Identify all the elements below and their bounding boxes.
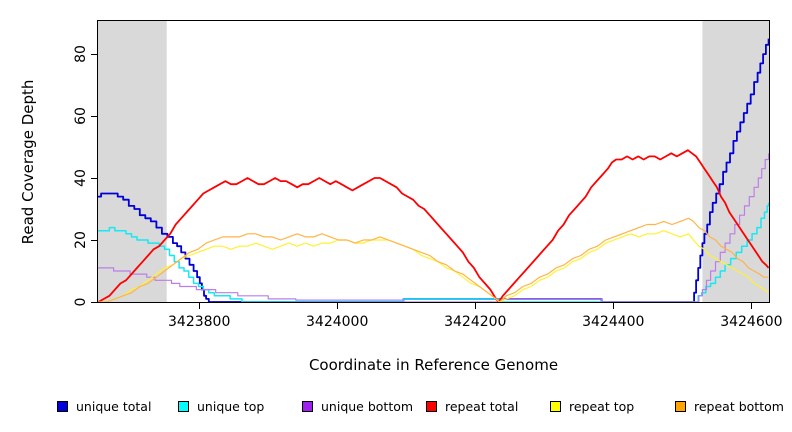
plot-area bbox=[97, 20, 770, 303]
legend-item-repeat-bottom: repeat bottom bbox=[675, 398, 784, 414]
x-tick-mark bbox=[475, 303, 477, 309]
series-line-unique-total bbox=[97, 38, 770, 303]
legend-label-repeat-total: repeat total bbox=[445, 398, 519, 414]
legend-item-unique-total: unique total bbox=[57, 398, 152, 414]
y-axis-title: Read Coverage Depth bbox=[19, 79, 37, 245]
y-tick-label: 60 bbox=[73, 107, 89, 126]
legend-item-unique-top: unique top bbox=[178, 398, 265, 414]
x-tick-label: 3423800 bbox=[168, 314, 231, 330]
legend-swatch-unique-bottom bbox=[302, 400, 313, 412]
series-line-unique-bottom bbox=[97, 153, 770, 303]
y-tick-label: 80 bbox=[73, 45, 89, 64]
series-line-repeat-bottom bbox=[98, 217, 769, 303]
legend-item-repeat-top: repeat top bbox=[550, 398, 635, 414]
shaded-region bbox=[702, 20, 770, 303]
legend-label-repeat-bottom: repeat bottom bbox=[694, 398, 784, 414]
x-tick-mark bbox=[613, 303, 615, 309]
x-tick-mark bbox=[751, 303, 753, 309]
series-line-repeat-top bbox=[98, 230, 769, 303]
y-tick-label: 0 bbox=[73, 297, 89, 307]
x-tick-mark bbox=[337, 303, 339, 309]
x-axis-title: Coordinate in Reference Genome bbox=[308, 356, 559, 374]
series-line-repeat-total bbox=[97, 149, 770, 303]
legend-label-unique-bottom: unique bottom bbox=[321, 398, 414, 414]
y-tick-label: 20 bbox=[73, 231, 89, 249]
legend: unique total unique top unique bottom repea… bbox=[0, 399, 792, 415]
x-tick-label: 3424200 bbox=[444, 314, 507, 330]
series-line-unique-top bbox=[97, 202, 770, 303]
legend-label-unique-total: unique total bbox=[76, 398, 152, 414]
legend-swatch-repeat-bottom bbox=[675, 400, 686, 412]
plot-canvas bbox=[97, 20, 770, 303]
x-tick-label: 3424400 bbox=[582, 314, 645, 330]
legend-item-unique-bottom: unique bottom bbox=[302, 398, 414, 414]
legend-swatch-unique-top bbox=[178, 400, 189, 412]
shaded-region bbox=[97, 20, 167, 303]
x-tick-label: 3424000 bbox=[306, 314, 369, 330]
plot-frame bbox=[97, 20, 770, 303]
legend-label-unique-top: unique top bbox=[197, 398, 265, 414]
legend-swatch-unique-total bbox=[57, 400, 68, 412]
x-tick-mark bbox=[199, 303, 201, 309]
x-tick-label: 3424600 bbox=[720, 314, 783, 330]
legend-label-repeat-top: repeat top bbox=[569, 398, 635, 414]
y-tick-label: 40 bbox=[73, 169, 89, 187]
legend-item-repeat-total: repeat total bbox=[426, 398, 519, 414]
legend-swatch-repeat-top bbox=[550, 400, 561, 412]
legend-swatch-repeat-total bbox=[426, 400, 437, 412]
